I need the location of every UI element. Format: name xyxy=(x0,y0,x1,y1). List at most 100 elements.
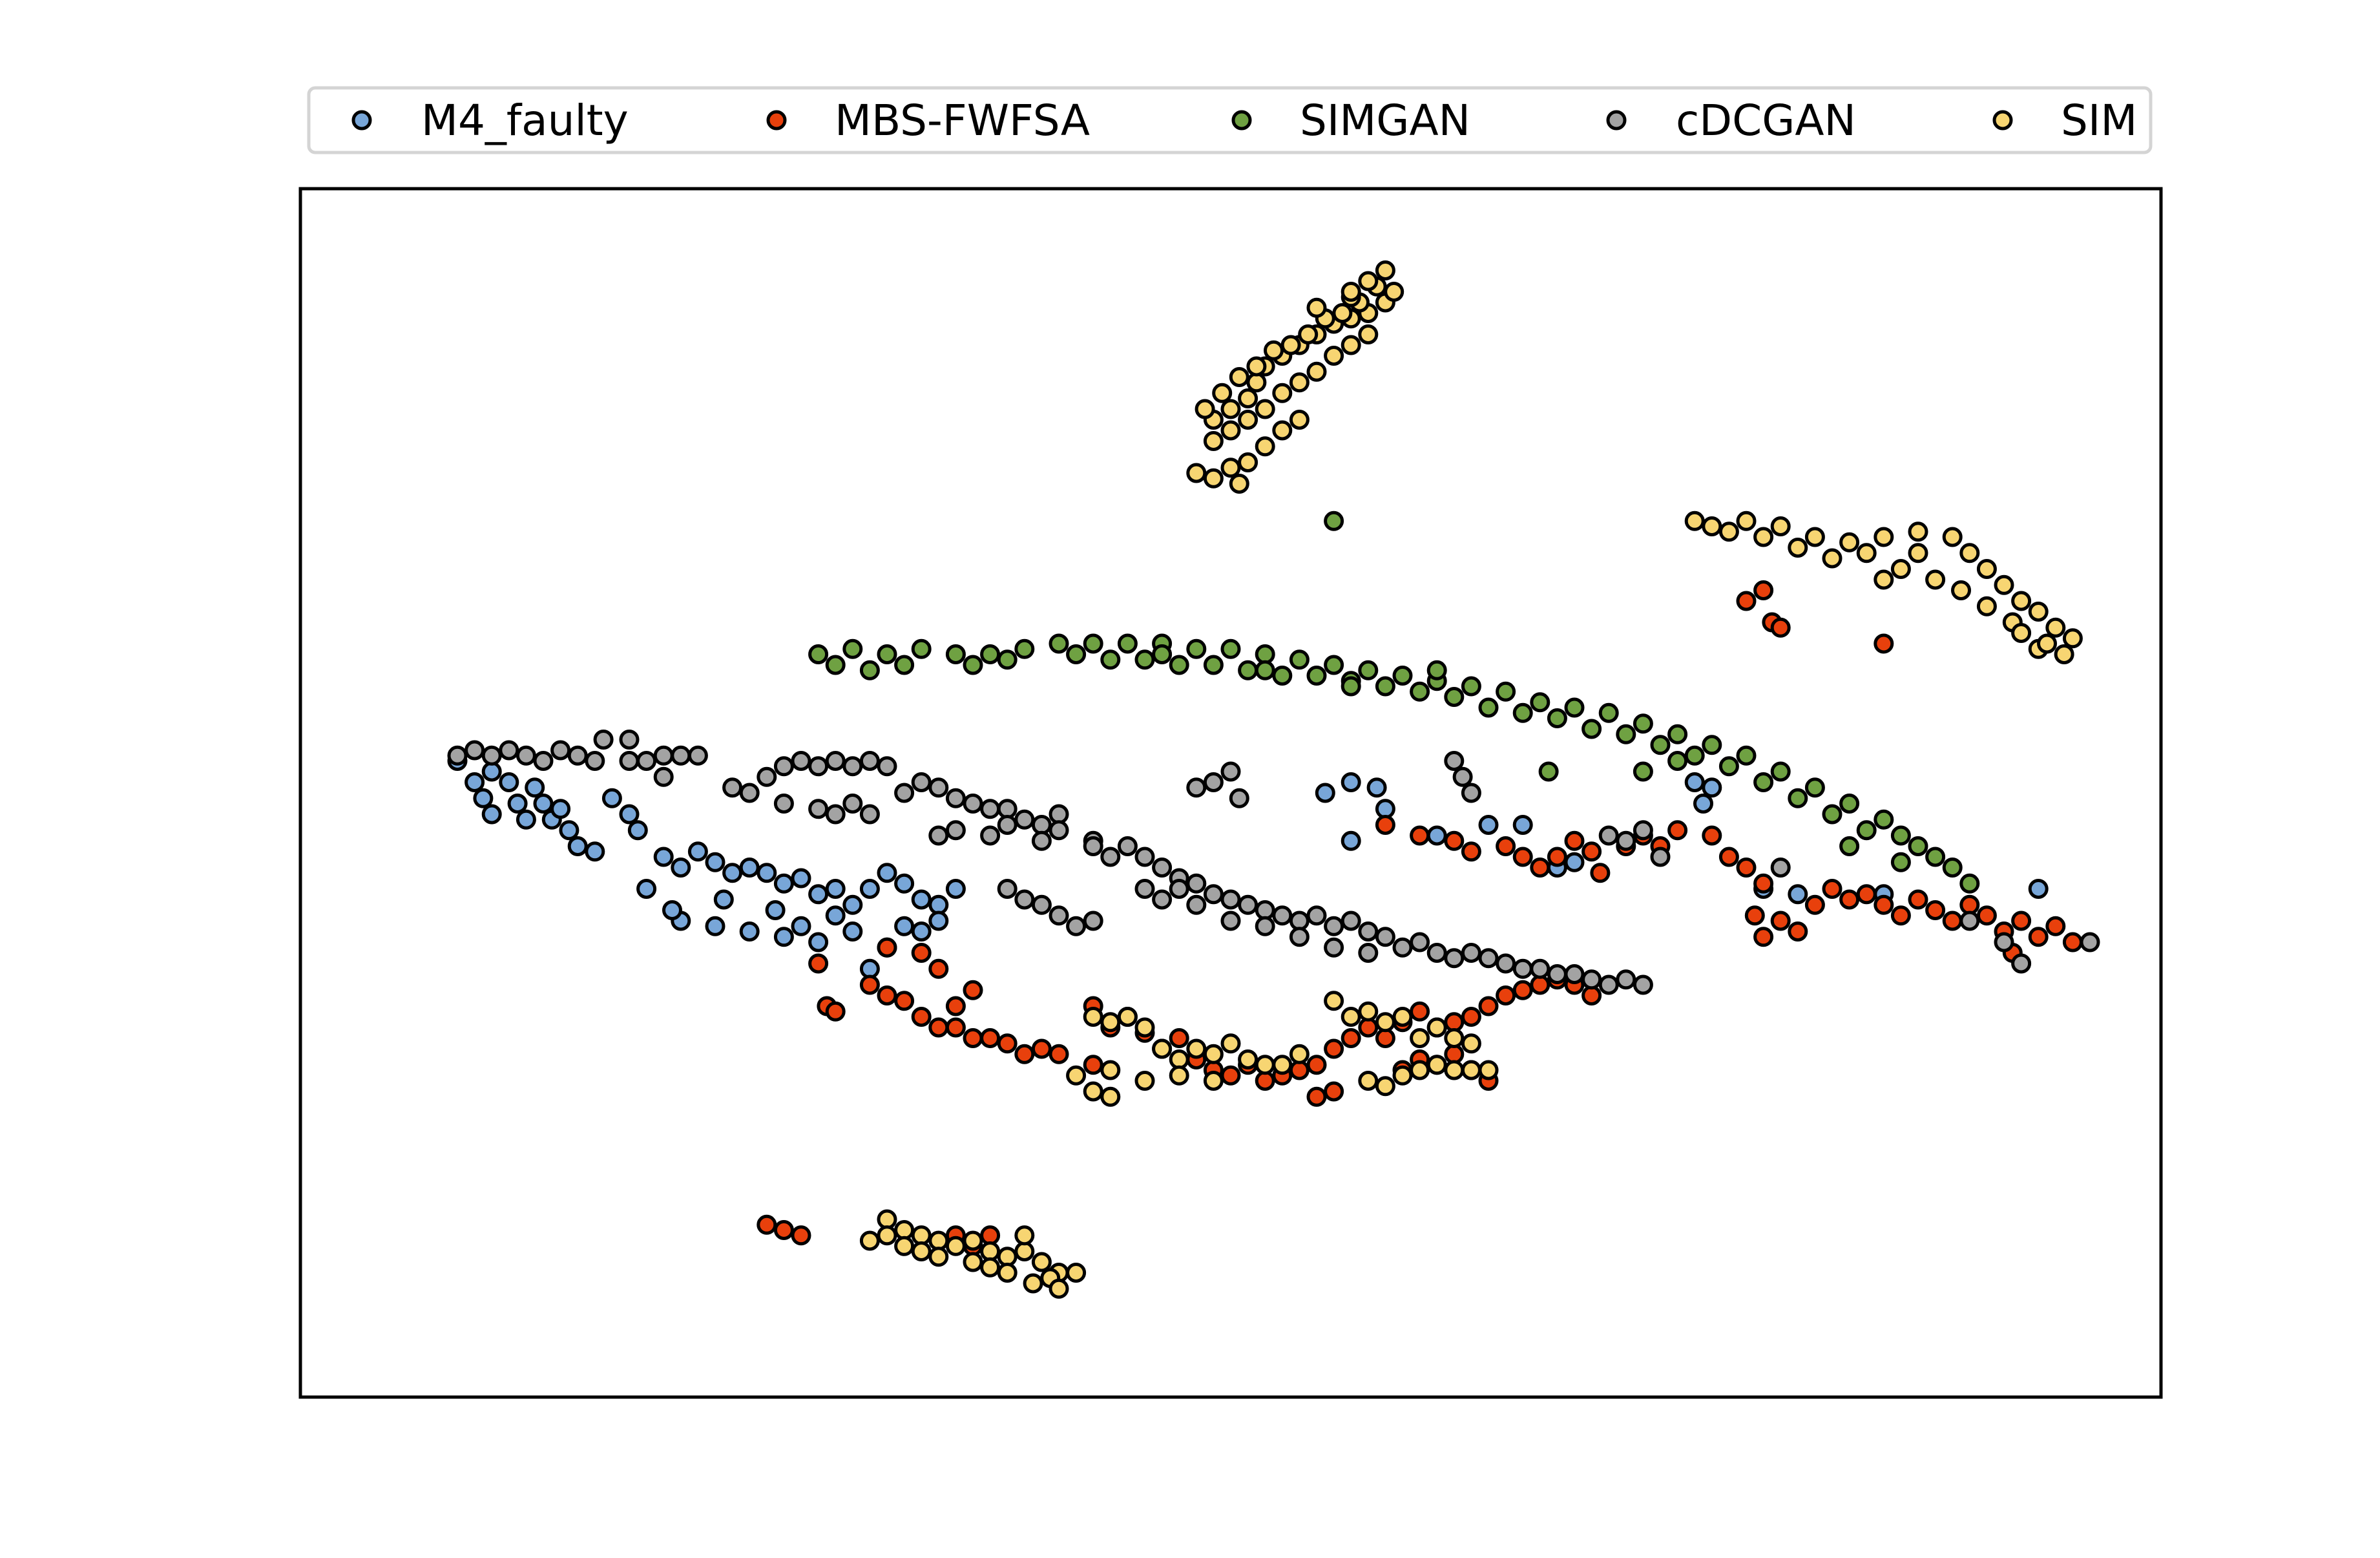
point-m4-faulty xyxy=(842,894,863,915)
point-mbs-fwfsa xyxy=(928,958,949,979)
point-mbs-fwfsa xyxy=(1049,1044,1069,1064)
point-m4-faulty xyxy=(601,788,622,808)
point-cdcgan xyxy=(1496,953,1516,974)
point-sim xyxy=(1478,1060,1499,1080)
point-sim xyxy=(1169,1049,1189,1069)
point-cdcgan xyxy=(1049,905,1069,926)
point-sim xyxy=(911,1225,932,1246)
point-sim xyxy=(2045,617,2066,638)
point-simgan xyxy=(997,649,1018,670)
point-m4-faulty xyxy=(585,841,605,862)
point-mbs-fwfsa xyxy=(1358,1017,1379,1038)
legend-label-sim: SIM xyxy=(2061,96,2137,145)
point-mbs-fwfsa xyxy=(928,1017,949,1038)
point-mbs-fwfsa xyxy=(1590,863,1611,883)
point-mbs-fwfsa xyxy=(911,1007,932,1027)
point-simgan xyxy=(1426,660,1447,680)
point-cdcgan xyxy=(585,751,605,771)
point-simgan xyxy=(1633,713,1653,734)
point-simgan xyxy=(842,638,863,659)
point-simgan xyxy=(894,655,915,675)
point-m4-faulty xyxy=(1375,799,1395,819)
point-cdcgan xyxy=(1255,900,1275,920)
point-sim xyxy=(2011,623,2032,643)
point-m4-faulty xyxy=(859,958,880,979)
point-cdcgan xyxy=(963,794,983,814)
point-sim xyxy=(1736,511,1757,531)
point-simgan xyxy=(859,660,880,680)
point-mbs-fwfsa xyxy=(1547,847,1567,867)
point-mbs-fwfsa xyxy=(945,996,966,1016)
point-sim xyxy=(1324,991,1344,1011)
point-m4-faulty xyxy=(533,794,554,814)
point-mbs-fwfsa xyxy=(1942,911,1963,931)
point-cdcgan xyxy=(2011,953,2032,974)
point-m4-faulty xyxy=(653,847,674,867)
point-sim xyxy=(1272,383,1293,403)
point-m4-faulty xyxy=(465,772,485,792)
point-m4-faulty xyxy=(911,921,932,942)
point-sim xyxy=(1324,346,1344,366)
point-simgan xyxy=(1375,676,1395,697)
point-sim xyxy=(1702,516,1722,536)
point-simgan xyxy=(1650,735,1671,755)
point-mbs-fwfsa xyxy=(2045,916,2066,936)
point-sim xyxy=(1908,543,1928,563)
point-m4-faulty xyxy=(507,794,528,814)
point-sim xyxy=(1804,527,1825,547)
point-cdcgan xyxy=(465,740,485,761)
point-simgan xyxy=(1289,649,1310,670)
point-m4-faulty xyxy=(765,900,786,920)
point-cdcgan xyxy=(1358,943,1379,963)
point-sim xyxy=(1100,1086,1121,1107)
point-cdcgan xyxy=(1770,858,1791,878)
point-simgan xyxy=(1890,852,1911,872)
point-cdcgan xyxy=(911,772,932,792)
point-cdcgan xyxy=(1616,830,1636,851)
point-sim xyxy=(1049,1278,1069,1299)
point-sim xyxy=(1839,532,1860,553)
point-cdcgan xyxy=(1134,847,1155,867)
point-simgan xyxy=(1530,692,1550,713)
point-simgan xyxy=(877,644,897,664)
point-simgan xyxy=(1822,804,1842,825)
point-simgan xyxy=(911,638,932,659)
point-cdcgan xyxy=(1272,905,1293,926)
point-sim xyxy=(1298,324,1319,344)
point-mbs-fwfsa xyxy=(1770,911,1791,931)
point-sim xyxy=(928,1230,949,1251)
point-mbs-fwfsa xyxy=(2028,927,2049,947)
point-sim xyxy=(980,1241,1001,1261)
point-simgan xyxy=(1874,809,1894,830)
point-mbs-fwfsa xyxy=(1564,830,1585,851)
point-simgan xyxy=(1736,745,1757,766)
point-simgan xyxy=(945,644,966,664)
point-sim xyxy=(1461,1033,1481,1054)
point-cdcgan xyxy=(1375,927,1395,947)
point-mbs-fwfsa xyxy=(1031,1038,1052,1059)
point-mbs-fwfsa xyxy=(1306,1055,1327,1075)
point-sim xyxy=(1942,527,1963,547)
point-m4-faulty xyxy=(705,852,725,872)
point-m4-faulty xyxy=(928,894,949,915)
point-simgan xyxy=(980,644,1001,664)
legend-label-cdcgan: cDCGAN xyxy=(1676,96,1856,145)
point-m4-faulty xyxy=(757,863,777,883)
point-sim xyxy=(1426,1017,1447,1038)
point-mbs-fwfsa xyxy=(980,1225,1001,1246)
point-mbs-fwfsa xyxy=(1788,921,1808,942)
point-simgan xyxy=(1925,847,1946,867)
point-cdcgan xyxy=(1049,804,1069,825)
point-sim xyxy=(1289,410,1310,430)
point-simgan xyxy=(1908,836,1928,856)
point-sim xyxy=(2037,633,2057,654)
point-sim xyxy=(1375,1012,1395,1033)
point-m4-faulty xyxy=(791,916,811,936)
point-cdcgan xyxy=(1461,783,1481,803)
point-m4-faulty xyxy=(1478,815,1499,835)
point-sim xyxy=(997,1247,1018,1267)
point-simgan xyxy=(1117,633,1138,654)
point-sim xyxy=(1874,527,1894,547)
point-cdcgan xyxy=(980,825,1001,846)
